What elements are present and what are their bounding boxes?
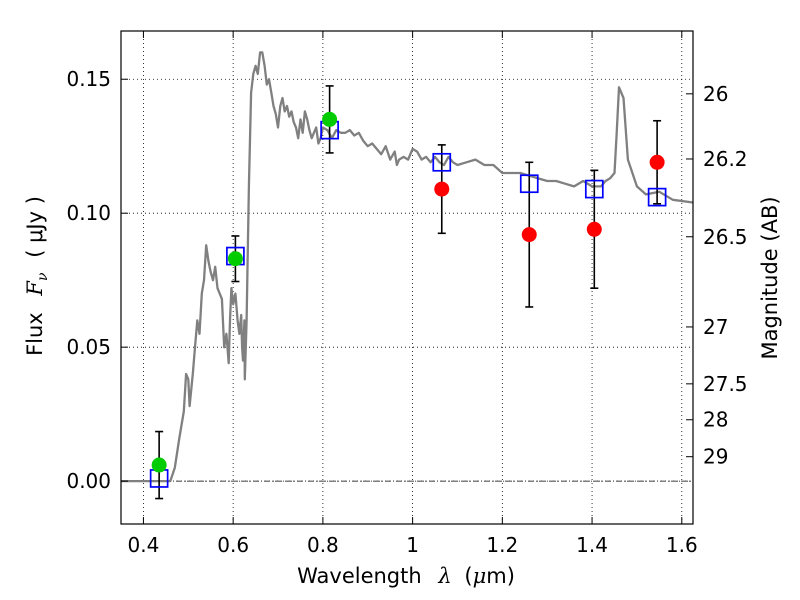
x-axis-title-symbol: λ (437, 564, 451, 588)
x-axis-title-prefix: Wavelength (297, 564, 422, 588)
mag-tick-label: 28 (703, 408, 728, 432)
observed-point (649, 154, 665, 170)
mag-tick-label: 26.2 (703, 147, 748, 171)
x-tick-label: 0.6 (217, 533, 249, 557)
x-tick-label: 0.8 (307, 533, 339, 557)
grid-layer (121, 31, 693, 524)
y-tick-label: 0.10 (66, 201, 111, 225)
mag-tick-label: 26.5 (703, 225, 748, 249)
model-spectrum-layer (121, 51, 694, 483)
tick-layer (121, 31, 693, 524)
mag-tick-label: 29 (703, 445, 728, 469)
model-photometry-square (647, 187, 667, 207)
x-axis-title-unit-open: ( (464, 564, 472, 588)
y-axis-title: Flux Fν ( μJy ) (23, 196, 52, 356)
mag-tick-label: 27.5 (703, 372, 748, 396)
x-tick-label: 1 (406, 533, 419, 557)
plot-frame (120, 30, 694, 525)
observed-photometry-layer (151, 111, 665, 473)
mag-tick-label: 27 (703, 315, 728, 339)
model-photometry-layer (149, 120, 667, 488)
y-tick-label: 0.15 (66, 67, 111, 91)
y-axis-title-unit: ( μJy ) (23, 196, 47, 258)
x-axis-title-unit-rest: m) (486, 564, 515, 588)
mag-tick-label: 26 (703, 82, 728, 106)
observed-point (322, 111, 338, 127)
y-tick-label: 0.05 (66, 335, 111, 359)
y-tick-label: 0.00 (66, 469, 111, 493)
tick-label-layer: 0.4 0.6 0.8 1 1.2 1.4 1.6 0.00 0.05 0.10 0.15 26 26.… (66, 67, 747, 557)
x-axis-title-unit-mu: μ (473, 564, 487, 588)
model-photometry-square (519, 174, 539, 194)
y2-axis-title: Magnitude (AB) (758, 196, 782, 359)
x-tick-label: 1.6 (666, 533, 698, 557)
observed-point (586, 221, 602, 237)
x-axis-title: Wavelength λ (μm) (297, 564, 515, 588)
y-axis-title-prefix: Flux (23, 312, 47, 356)
y-axis-title-symbol: F (23, 280, 47, 297)
observed-point (521, 227, 537, 243)
observed-point (151, 457, 167, 473)
model-spectrum-line (121, 51, 694, 483)
x-tick-label: 1.2 (486, 533, 518, 557)
x-tick-label: 1.4 (576, 533, 608, 557)
model-photometry-square (584, 179, 604, 199)
model-photometry-square (432, 152, 452, 172)
observed-point (434, 181, 450, 197)
observed-point (227, 251, 243, 267)
y-axis-title-subscript: ν (35, 272, 51, 281)
x-tick-label: 0.4 (128, 533, 160, 557)
